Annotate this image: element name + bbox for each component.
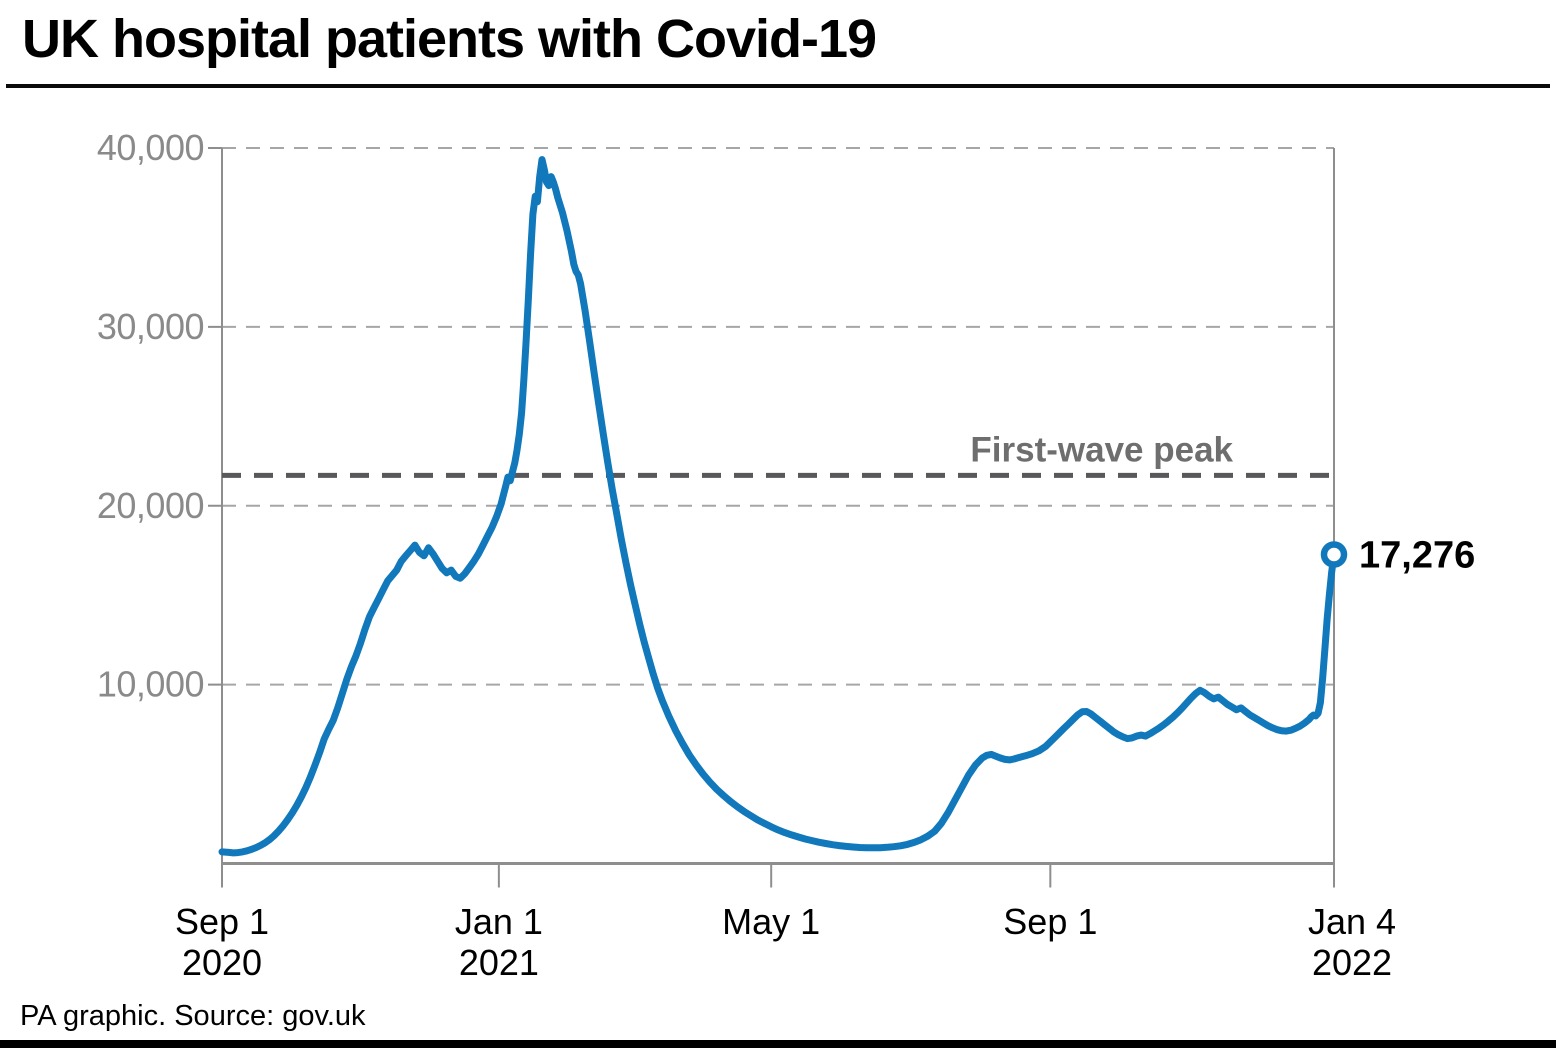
y-axis-label: 10,000: [97, 664, 204, 705]
series-line: [218, 156, 1338, 857]
x-axis-label: Jan 4: [1308, 901, 1396, 942]
first-wave-peak-label: First-wave peak: [970, 430, 1233, 469]
x-axis-label: Sep 1: [175, 901, 269, 942]
footer-bar: [0, 1040, 1556, 1048]
x-axis-label: 2021: [459, 942, 539, 983]
page-title: UK hospital patients with Covid-19: [22, 9, 877, 69]
y-axis-label: 20,000: [97, 485, 204, 526]
x-axis-label: 2020: [182, 942, 262, 983]
source-credit: PA graphic. Source: gov.uk: [20, 1000, 366, 1032]
endpoint-marker: [1320, 541, 1348, 568]
x-axis-label: 2022: [1312, 942, 1392, 983]
x-axis-label: Sep 1: [1003, 901, 1097, 942]
y-axis-label: 30,000: [97, 306, 204, 347]
x-axis-label: Jan 1: [455, 901, 543, 942]
endpoint-value-label: 17,276: [1359, 534, 1475, 576]
x-axis-label: May 1: [722, 901, 820, 942]
y-axis-label: 40,000: [97, 127, 204, 168]
title-divider: [6, 84, 1550, 88]
